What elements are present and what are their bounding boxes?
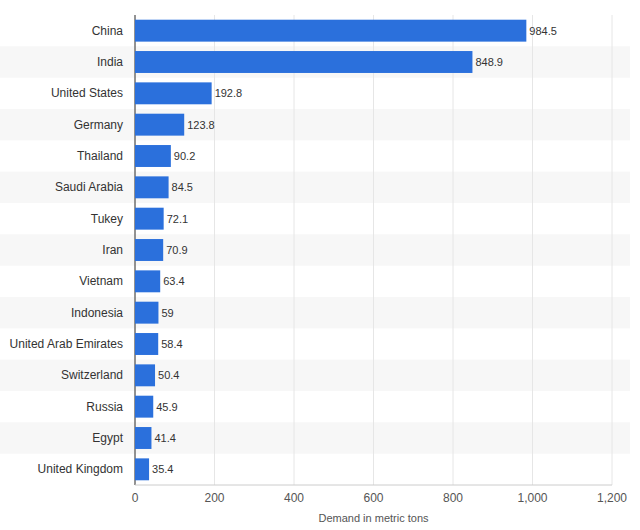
category-label: Iran <box>102 243 123 257</box>
category-label: India <box>97 55 123 69</box>
data-label: 90.2 <box>174 150 195 162</box>
bar <box>135 396 153 418</box>
category-label: China <box>92 24 124 38</box>
x-tick-label: 200 <box>204 491 224 505</box>
grid-line <box>214 15 215 485</box>
category-label: Egypt <box>92 431 123 445</box>
bar <box>135 82 212 104</box>
category-label: Vietnam <box>79 274 123 288</box>
bar <box>135 333 158 355</box>
data-label: 45.9 <box>156 401 177 413</box>
bars <box>135 20 526 481</box>
category-label: United Arab Emirates <box>10 337 123 351</box>
data-label: 35.4 <box>152 463 173 475</box>
grid-line <box>612 15 613 485</box>
bar <box>135 302 158 324</box>
bar <box>135 458 149 480</box>
data-label: 59 <box>161 307 173 319</box>
row-stripe <box>0 422 630 453</box>
grid <box>135 15 612 485</box>
data-label: 192.8 <box>215 87 243 99</box>
category-label: Russia <box>86 400 123 414</box>
data-label: 84.5 <box>172 181 193 193</box>
bar <box>135 176 169 198</box>
bar <box>135 239 163 261</box>
row-stripe <box>0 109 630 140</box>
category-label: Germany <box>74 118 123 132</box>
category-label: United States <box>51 86 123 100</box>
labels: China 984.5 India 848.9 United States 192.8 Ge… <box>10 24 557 477</box>
bar <box>135 145 171 167</box>
x-tick-label: 800 <box>443 491 463 505</box>
bar <box>135 208 164 230</box>
data-label: 984.5 <box>529 25 557 37</box>
data-label: 72.1 <box>167 213 188 225</box>
category-label: Switzerland <box>61 368 123 382</box>
x-axis-title: Demand in metric tons <box>318 512 429 524</box>
bar <box>135 270 160 292</box>
bar <box>135 427 151 449</box>
data-label: 41.4 <box>154 432 175 444</box>
data-label: 63.4 <box>163 275 184 287</box>
grid-line <box>453 15 454 485</box>
x-tick-label: 1,000 <box>517 491 547 505</box>
data-label: 848.9 <box>475 56 503 68</box>
data-label: 50.4 <box>158 369 179 381</box>
x-axis-line <box>135 485 612 486</box>
x-tick-label: 1,200 <box>597 491 627 505</box>
row-stripe <box>0 360 630 391</box>
row-stripe <box>0 297 630 328</box>
category-label: Saudi Arabia <box>55 180 123 194</box>
category-label: Thailand <box>77 149 123 163</box>
row-stripe <box>0 46 630 77</box>
x-tick-label: 0 <box>132 491 139 505</box>
chart-container: 0 200 400 600 800 1,000 1,200 China 984.5 India 84… <box>0 0 640 530</box>
row-stripe <box>0 172 630 203</box>
category-label: Indonesia <box>71 306 123 320</box>
grid-line <box>532 15 533 485</box>
data-label: 123.8 <box>187 119 215 131</box>
data-label: 58.4 <box>161 338 182 350</box>
bar <box>135 51 472 73</box>
category-label: Tukey <box>91 212 123 226</box>
bar <box>135 20 526 42</box>
grid-line <box>294 15 295 485</box>
row-stripe <box>0 234 630 265</box>
chart-svg: 0 200 400 600 800 1,000 1,200 China 984.5 India 84… <box>0 0 640 530</box>
bar <box>135 364 155 386</box>
data-label: 70.9 <box>166 244 187 256</box>
bar <box>135 114 184 136</box>
x-tick-label: 400 <box>284 491 304 505</box>
grid-line <box>373 15 374 485</box>
x-tick-label: 600 <box>363 491 383 505</box>
category-label: United Kingdom <box>38 462 123 476</box>
